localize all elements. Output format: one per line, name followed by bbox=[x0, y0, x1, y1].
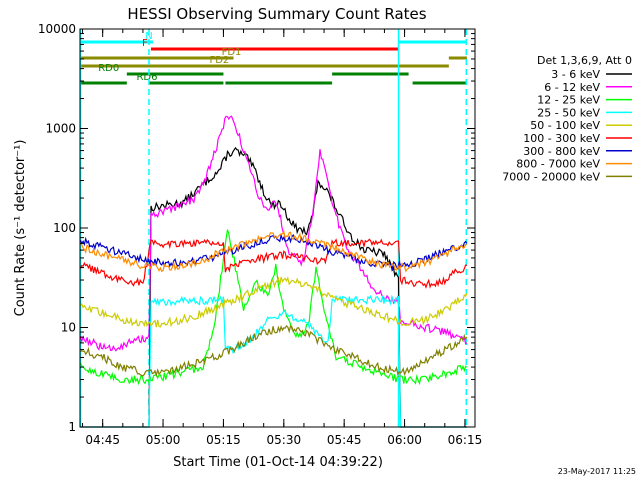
flag-label-rd0: RD0 bbox=[98, 63, 119, 74]
y-tick-label: 1000 bbox=[45, 122, 76, 136]
legend-entry-label: 50 - 100 keV bbox=[530, 119, 600, 132]
flag-label-f: F bbox=[142, 38, 148, 49]
x-tick-label: 06:15 bbox=[448, 433, 483, 447]
flag-label-fd1: FD1 bbox=[222, 47, 242, 58]
series-line-3 bbox=[80, 294, 467, 428]
series-lines bbox=[79, 115, 468, 428]
footer-date: 23-May-2017 11:25 bbox=[558, 467, 636, 476]
x-tick-label: 06:00 bbox=[387, 433, 422, 447]
y-tick-label: 100 bbox=[53, 221, 76, 235]
series-line-4 bbox=[80, 276, 468, 328]
y-tick-label: 10000 bbox=[38, 22, 76, 36]
flag-label-n: N bbox=[145, 31, 152, 42]
legend-entry-label: 6 - 12 keV bbox=[544, 81, 600, 94]
y-tick-label: 1 bbox=[68, 420, 76, 434]
legend-entry-label: 7000 - 20000 keV bbox=[502, 170, 600, 183]
legend-entry-label: 25 - 50 keV bbox=[537, 106, 600, 119]
x-tick-label: 05:45 bbox=[327, 433, 362, 447]
series-line-5 bbox=[79, 238, 468, 289]
flag-label-rd6: RD6 bbox=[136, 72, 157, 83]
x-tick-label: 04:45 bbox=[85, 433, 120, 447]
chart-title: HESSI Observing Summary Count Rates bbox=[127, 5, 426, 23]
y-axis-label: Count Rate (s⁻¹ detector⁻¹) bbox=[13, 140, 28, 317]
vertical-markers bbox=[79, 29, 468, 427]
flag-label-fd2: FD2 bbox=[209, 55, 229, 66]
x-tick-label: 05:30 bbox=[267, 433, 302, 447]
series-line-0 bbox=[80, 146, 467, 428]
x-tick-label: 05:15 bbox=[206, 433, 241, 447]
y-tick-label: 10 bbox=[61, 321, 76, 335]
axes: 04:45 05:00 05:15 05:30 05:45 06:00 06:15 1 10 10… bbox=[38, 22, 482, 447]
x-tick-label: 05:00 bbox=[146, 433, 181, 447]
x-axis-label: Start Time (01-Oct-14 04:39:22) bbox=[173, 455, 383, 470]
series-line-2 bbox=[79, 229, 468, 386]
legend-entry-label: 12 - 25 keV bbox=[537, 94, 600, 107]
series-line-1 bbox=[79, 115, 468, 352]
series-line-6 bbox=[79, 233, 468, 272]
legend-title: Det 1,3,6,9, Att 0 bbox=[537, 54, 632, 67]
series-line-7 bbox=[80, 230, 467, 273]
legend-entry-label: 3 - 6 keV bbox=[551, 68, 600, 81]
legend-entry-label: 100 - 300 keV bbox=[523, 132, 600, 145]
series-line-8 bbox=[80, 324, 468, 378]
legend-entry-label: 800 - 7000 keV bbox=[516, 158, 600, 171]
legend-entry-label: 300 - 800 keV bbox=[523, 145, 600, 158]
